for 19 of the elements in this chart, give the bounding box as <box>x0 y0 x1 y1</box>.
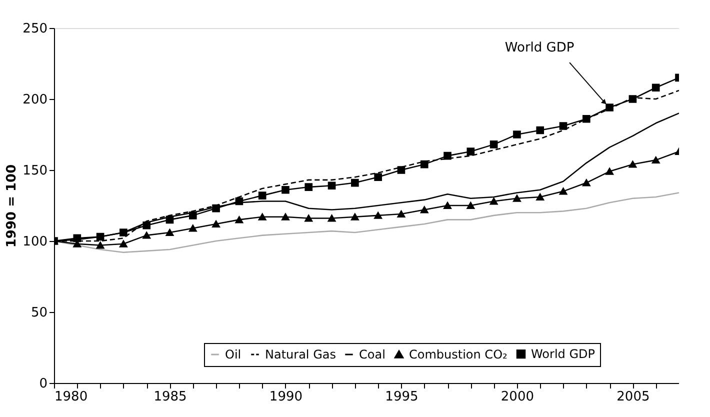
annotation: World GDP <box>504 40 574 56</box>
y-tick-label: 250 <box>22 22 48 36</box>
x-tick-label: 2005 <box>616 390 650 404</box>
legend-label: Combustion CO₂ <box>409 347 508 362</box>
x-tick-label: 1980 <box>54 390 88 404</box>
legend-label: Coal <box>359 348 386 362</box>
y-tick-label: 0 <box>39 376 48 392</box>
x-tick-label: 1985 <box>154 390 187 404</box>
x-tick-label: 1995 <box>385 390 418 404</box>
y-tick-label: 150 <box>22 164 48 178</box>
y-tick-label: 50 <box>30 306 48 320</box>
legend-label: Natural Gas <box>265 348 336 362</box>
x-tick-label: 2000 <box>500 390 534 404</box>
y-tick-label: 100 <box>22 234 48 250</box>
x-tick-label: 1990 <box>269 390 303 404</box>
legend-label: Oil <box>225 348 242 362</box>
y-tick-label: 200 <box>22 92 48 108</box>
y-axis-title: 1990 = 100 <box>4 164 20 248</box>
legend-label: World GDP <box>531 347 595 362</box>
